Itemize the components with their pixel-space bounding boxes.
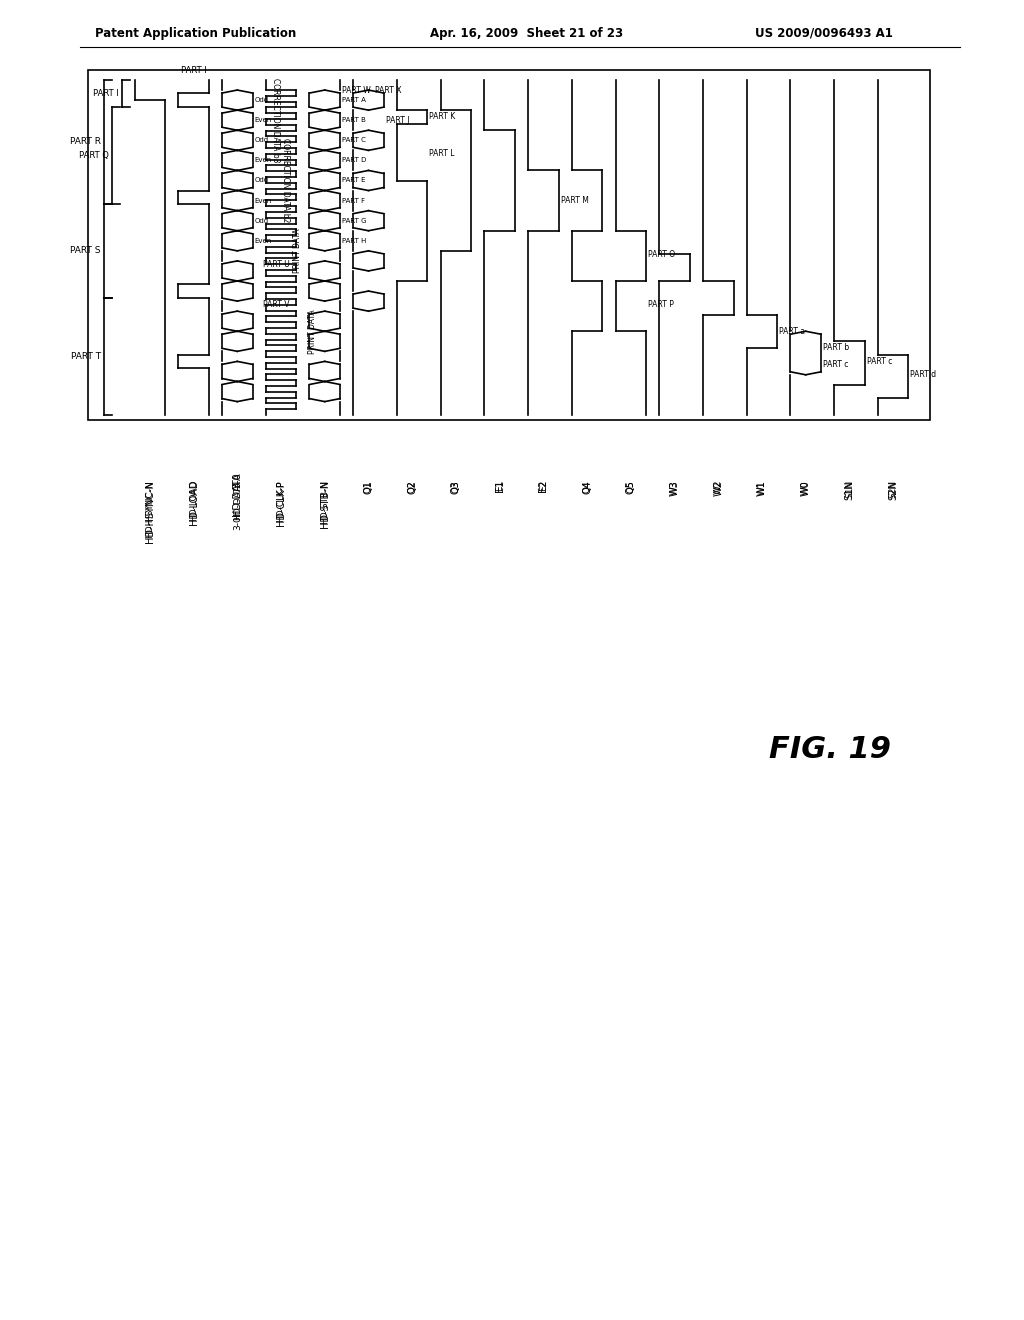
Text: PART c: PART c	[823, 360, 848, 370]
Text: HD-LOAD: HD-LOAD	[189, 480, 198, 521]
Text: CORRECTION DATA b3: CORRECTION DATA b3	[270, 78, 280, 162]
Text: PRINT DATA: PRINT DATA	[293, 228, 302, 273]
Text: Even: Even	[255, 117, 271, 123]
Text: PART K: PART K	[429, 112, 456, 121]
Text: PART G: PART G	[342, 218, 367, 223]
Text: PART a: PART a	[779, 327, 805, 335]
Text: Q4: Q4	[582, 480, 592, 494]
Text: E2: E2	[539, 480, 548, 491]
Text: E1: E1	[495, 480, 505, 492]
Text: PART b: PART b	[823, 343, 849, 352]
Text: PART S: PART S	[71, 247, 101, 255]
Text: HD-STB-N: HD-STB-N	[321, 480, 330, 524]
Text: Q5: Q5	[627, 480, 635, 492]
Text: HD-CLK-P: HD-CLK-P	[276, 480, 286, 525]
Text: S1N: S1N	[845, 480, 854, 498]
Text: Q1: Q1	[364, 480, 374, 494]
Text: S1N: S1N	[845, 480, 854, 500]
Text: PART R: PART R	[70, 137, 101, 147]
Text: HD-STB-N: HD-STB-N	[319, 480, 330, 528]
Text: S2N: S2N	[888, 480, 898, 500]
Text: 3-0: 3-0	[232, 515, 242, 529]
Text: PART T: PART T	[71, 352, 101, 360]
Text: E1: E1	[496, 480, 504, 491]
Text: Apr. 16, 2009  Sheet 21 of 23: Apr. 16, 2009 Sheet 21 of 23	[430, 26, 624, 40]
Text: Odd: Odd	[255, 177, 268, 183]
Text: PART E: PART E	[342, 177, 366, 183]
Text: PART X: PART X	[375, 86, 401, 95]
Text: S2N: S2N	[889, 480, 898, 498]
Text: PART P: PART P	[648, 300, 674, 309]
Text: W0: W0	[801, 480, 811, 496]
Text: US 2009/0096493 A1: US 2009/0096493 A1	[755, 26, 893, 40]
Text: PART V: PART V	[262, 300, 289, 309]
Text: PART I: PART I	[180, 66, 207, 75]
Text: PRINT DATA: PRINT DATA	[308, 309, 317, 354]
Text: HD-HSYNC-N: HD-HSYNC-N	[144, 480, 155, 543]
Text: PART B: PART B	[342, 117, 366, 123]
Text: W3: W3	[670, 480, 680, 496]
Text: PART c: PART c	[866, 356, 892, 366]
Text: W2: W2	[714, 480, 723, 495]
Text: CORRECTION DATA b2: CORRECTION DATA b2	[281, 139, 290, 223]
Text: PART Q: PART Q	[79, 150, 109, 160]
Text: HD-LOAD: HD-LOAD	[188, 480, 199, 525]
Text: PART C: PART C	[342, 137, 366, 144]
Text: Even: Even	[255, 238, 271, 244]
Text: FIG. 19: FIG. 19	[769, 735, 891, 764]
Text: Q2: Q2	[408, 480, 417, 494]
Text: Q1: Q1	[364, 480, 373, 492]
Text: PART U: PART U	[262, 260, 290, 269]
Text: Q3: Q3	[451, 480, 461, 494]
Text: Even: Even	[255, 198, 271, 203]
Text: PART W: PART W	[342, 86, 371, 95]
Text: PART L: PART L	[429, 149, 455, 158]
Text: HD-DATA: HD-DATA	[232, 480, 242, 520]
Text: Odd: Odd	[255, 218, 268, 223]
Text: PART O: PART O	[648, 249, 675, 259]
Bar	[88, 70, 930, 420]
Text: W1: W1	[758, 480, 767, 495]
Text: Q5: Q5	[626, 480, 636, 494]
Text: PART I: PART I	[93, 88, 119, 98]
Text: PART d: PART d	[910, 371, 937, 379]
Text: HD-HSYNC-N: HD-HSYNC-N	[145, 480, 155, 537]
Text: 3-0: 3-0	[232, 473, 243, 488]
Text: Even: Even	[255, 157, 271, 164]
Text: PART F: PART F	[342, 198, 366, 203]
Text: Patent Application Publication: Patent Application Publication	[95, 26, 296, 40]
Text: HD-CLK-P: HD-CLK-P	[276, 480, 286, 521]
Text: PART J: PART J	[386, 116, 410, 124]
Text: W0: W0	[801, 480, 810, 495]
Text: PART H: PART H	[342, 238, 367, 244]
Text: W2: W2	[714, 480, 723, 496]
Text: Q2: Q2	[408, 480, 417, 492]
Text: PART M: PART M	[561, 197, 589, 205]
Text: Odd: Odd	[255, 98, 268, 103]
Text: Odd: Odd	[255, 137, 268, 144]
Text: Q4: Q4	[583, 480, 592, 492]
Text: E2: E2	[539, 480, 549, 492]
Text: Q3: Q3	[452, 480, 461, 492]
Text: W3: W3	[670, 480, 679, 495]
Text: PART A: PART A	[342, 98, 366, 103]
Text: W1: W1	[757, 480, 767, 496]
Text: HD-DATA: HD-DATA	[232, 473, 243, 516]
Text: PART D: PART D	[342, 157, 367, 164]
